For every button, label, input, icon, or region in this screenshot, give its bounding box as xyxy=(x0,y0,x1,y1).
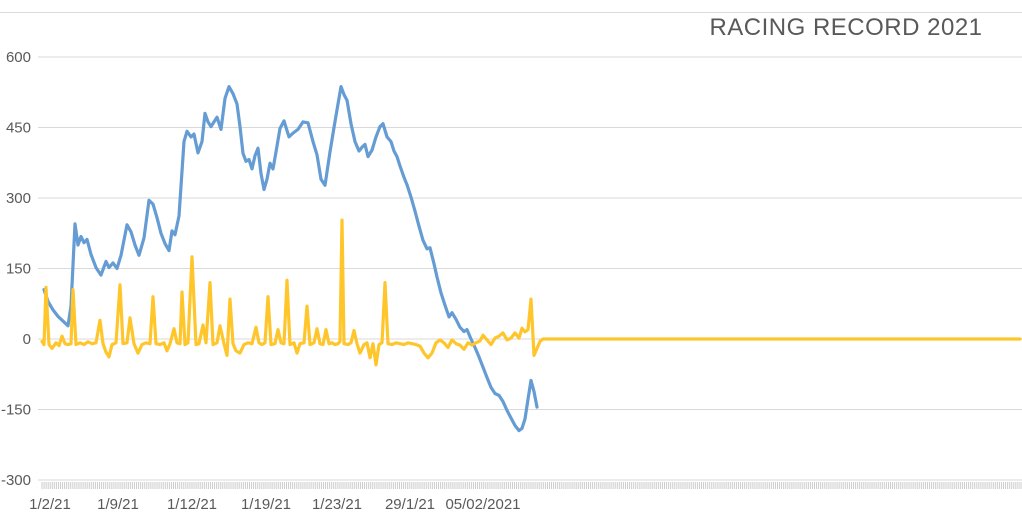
x-axis-tick-label: 1/9/21 xyxy=(97,496,139,513)
y-axis-tick-label: 450 xyxy=(6,120,31,137)
x-axis-tick-label: 29/1/21 xyxy=(385,496,435,513)
y-axis-tick-label: 300 xyxy=(6,190,31,207)
y-axis-tick-label: 0 xyxy=(23,331,31,348)
x-axis-tick-label: 1/19/21 xyxy=(241,496,291,513)
x-axis-tick-label: 1/2/21 xyxy=(29,496,71,513)
y-axis-tick-label: -150 xyxy=(1,402,31,419)
x-axis-tick-label: 1/23/21 xyxy=(312,496,362,513)
y-axis-tick-label: 150 xyxy=(6,261,31,278)
series-yellow-line xyxy=(40,218,1022,367)
x-axis-tick-label: 1/12/21 xyxy=(167,496,217,513)
series-blue-line xyxy=(42,84,539,433)
top-divider xyxy=(0,12,1022,13)
x-axis-tick-label: 05/02/2021 xyxy=(445,496,520,513)
chart-title: RACING RECORD 2021 xyxy=(709,14,983,41)
y-axis-tick-label: -300 xyxy=(1,472,31,489)
y-axis-tick-label: 600 xyxy=(6,49,31,66)
